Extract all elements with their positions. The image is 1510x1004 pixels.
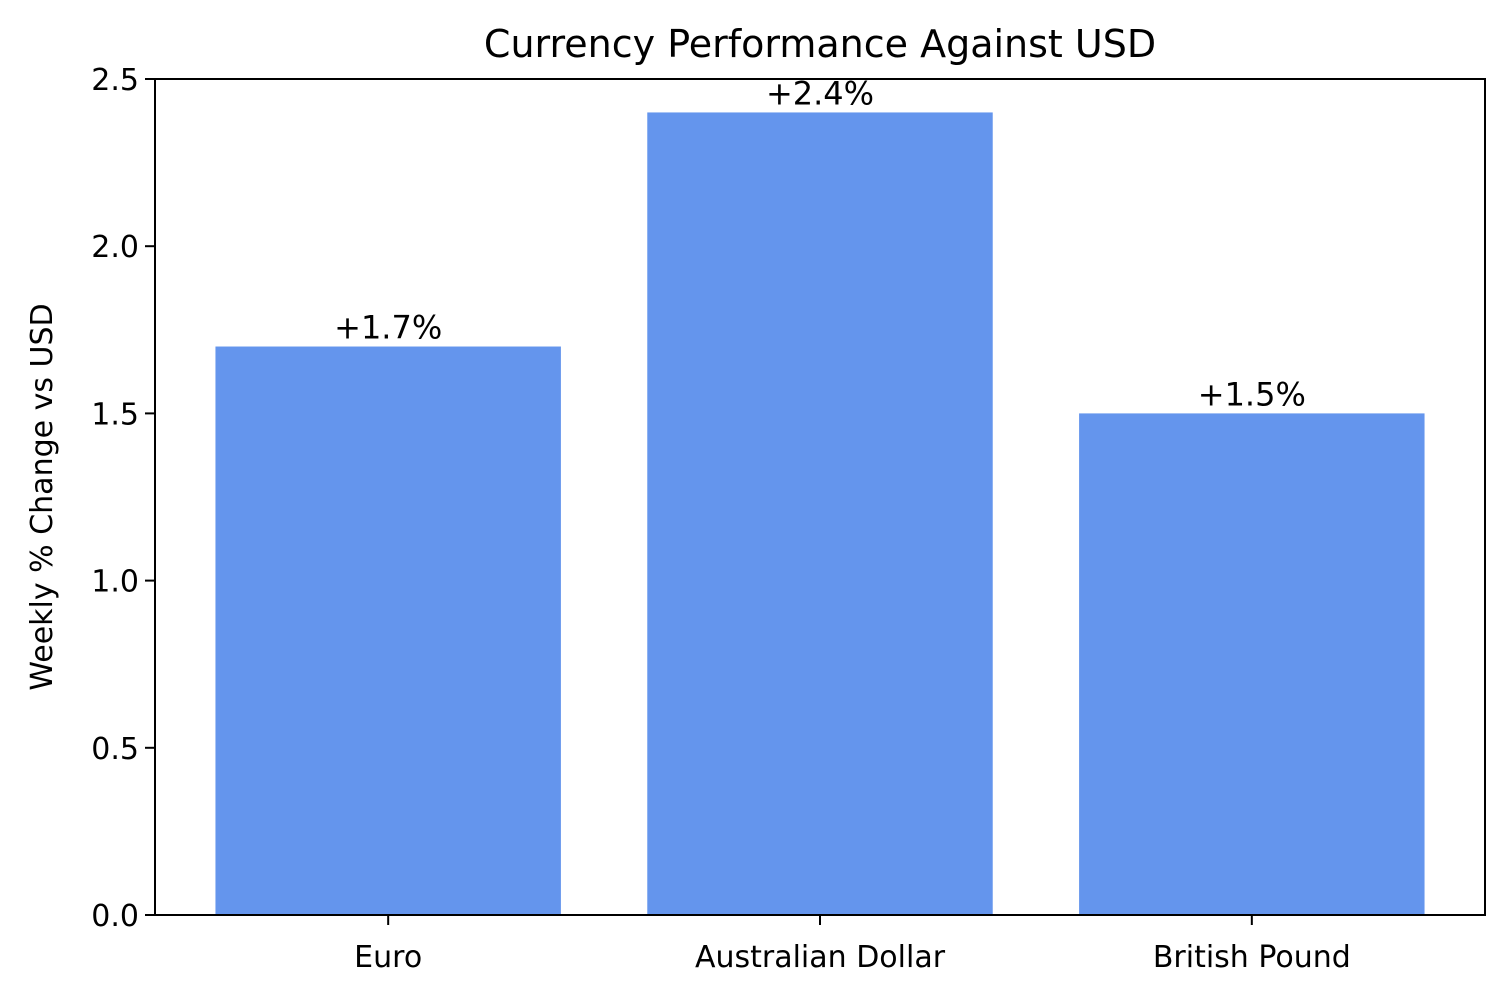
- y-axis-label: Weekly % Change vs USD: [25, 303, 60, 690]
- y-tick-label: 0.5: [91, 732, 139, 767]
- bars-group: [215, 112, 1425, 915]
- y-tick-label: 0.0: [91, 899, 139, 934]
- x-axis: Euro Australian Dollar British Pound: [354, 915, 1351, 975]
- y-tick-label: 2.0: [91, 230, 139, 265]
- y-axis: 0.0 0.5 1.0 1.5 2.0 2.5: [91, 63, 155, 934]
- data-label-euro: +1.7%: [334, 309, 442, 347]
- y-tick-label: 1.5: [91, 397, 139, 432]
- y-tick-label: 1.0: [91, 565, 139, 600]
- y-tick-label: 2.5: [91, 63, 139, 98]
- x-tick-label-british-pound: British Pound: [1153, 940, 1351, 975]
- chart-title: Currency Performance Against USD: [484, 22, 1156, 66]
- data-label-australian-dollar: +2.4%: [766, 74, 874, 112]
- x-tick-label-australian-dollar: Australian Dollar: [695, 940, 946, 975]
- bar-british-pound: [1079, 413, 1425, 915]
- data-labels-group: +1.7% +2.4% +1.5%: [334, 74, 1306, 413]
- bar-australian-dollar: [647, 112, 993, 915]
- data-label-british-pound: +1.5%: [1198, 375, 1306, 413]
- bar-euro: [215, 346, 561, 915]
- x-tick-label-euro: Euro: [354, 940, 422, 975]
